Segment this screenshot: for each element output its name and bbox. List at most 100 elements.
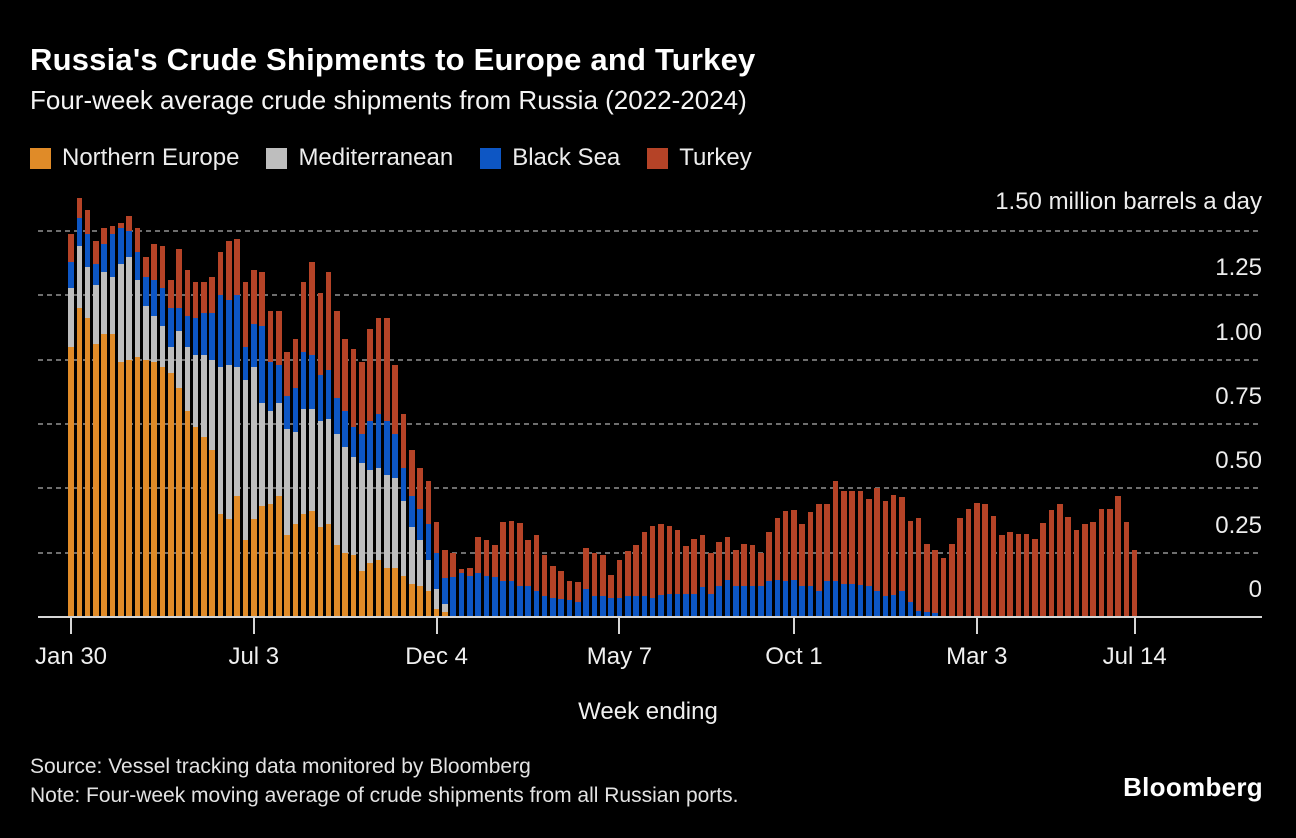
bar-segment-turkey	[350, 349, 357, 427]
bar-segment-turkey	[1131, 550, 1138, 617]
bar-segment-turkey	[450, 552, 457, 578]
bar-segment-turkey	[907, 521, 914, 603]
bar-segment-black-sea	[583, 588, 589, 617]
bar-segment-black-sea	[408, 496, 415, 527]
x-tick-label: Jul 3	[228, 643, 280, 670]
bar-segment-black-sea	[383, 421, 390, 476]
bar-segment-black-sea	[392, 434, 398, 479]
bar-segment-northern-europe	[101, 333, 108, 617]
bar-segment-turkey	[766, 532, 772, 581]
bar-segment-turkey	[882, 501, 889, 597]
bar-segment-turkey	[699, 534, 706, 588]
x-axis-title: Week ending	[578, 698, 718, 725]
bar-segment-northern-europe	[126, 359, 132, 617]
bar-segment-mediterranean	[309, 408, 315, 512]
bar-segment-northern-europe	[267, 503, 274, 617]
gridline	[38, 358, 1262, 361]
bar-segment-black-sea	[633, 596, 639, 617]
bar-segment-northern-europe	[151, 362, 157, 617]
bar-segment-mediterranean	[383, 475, 390, 569]
legend-item-turkey: Turkey	[647, 144, 752, 172]
bar-segment-mediterranean	[217, 367, 224, 515]
bar-segment-turkey	[583, 547, 589, 589]
bar-segment-northern-europe	[425, 591, 432, 617]
y-tick-label: 1.00	[1215, 319, 1262, 346]
bar-segment-turkey	[442, 550, 448, 579]
bar-segment-turkey	[209, 277, 216, 314]
bar-segment-mediterranean	[284, 429, 290, 535]
y-tick-label: 0	[1248, 576, 1262, 603]
bar-segment-black-sea	[184, 315, 191, 347]
bar-segment-mediterranean	[167, 346, 174, 373]
bar-segment-northern-europe	[118, 362, 124, 617]
bar-segment-northern-europe	[300, 514, 307, 617]
bar-segment-northern-europe	[284, 534, 290, 617]
bar-segment-northern-europe	[84, 318, 91, 617]
bar-segment-black-sea	[242, 346, 249, 381]
bar-segment-northern-europe	[442, 611, 448, 617]
bar-segment-black-sea	[217, 295, 224, 368]
bar-segment-mediterranean	[433, 588, 440, 610]
bar-segment-turkey	[799, 524, 806, 587]
bar-segment-mediterranean	[359, 462, 365, 571]
y-tick-label: 0.50	[1215, 447, 1262, 474]
legend-item-mediterranean: Mediterranean	[266, 144, 453, 172]
bar-segment-northern-europe	[109, 333, 116, 617]
bar-segment-black-sea	[832, 580, 839, 617]
bar-segment-black-sea	[101, 243, 108, 273]
bar-segment-northern-europe	[375, 560, 382, 617]
bar-segment-black-sea	[300, 351, 307, 409]
bar-segment-turkey	[973, 502, 980, 617]
bar-segment-turkey	[658, 524, 664, 595]
bar-segment-mediterranean	[142, 305, 149, 360]
bar-segment-turkey	[566, 580, 573, 601]
bar-segment-turkey	[608, 574, 614, 598]
bar-segment-northern-europe	[93, 344, 99, 617]
bar-segment-black-sea	[566, 600, 573, 617]
bar-segment-turkey	[126, 215, 132, 231]
northern-europe-swatch-icon	[30, 147, 51, 169]
bar-segment-turkey	[151, 243, 157, 280]
bar-segment-turkey	[1057, 503, 1063, 617]
bar-segment-black-sea	[575, 601, 581, 617]
bar-segment-turkey	[1023, 534, 1030, 617]
bar-segment-black-sea	[782, 580, 789, 617]
bar-segment-turkey	[949, 544, 955, 617]
bar-segment-turkey	[84, 210, 91, 234]
bloomberg-logo: Bloomberg	[1123, 772, 1263, 802]
bar-segment-mediterranean	[425, 560, 432, 592]
bar-segment-turkey	[649, 526, 656, 599]
bar-segment-turkey	[259, 272, 265, 327]
bar-segment-black-sea	[251, 323, 257, 368]
bar-segment-turkey	[575, 582, 581, 602]
bar-segment-turkey	[724, 537, 731, 580]
bar-segment-mediterranean	[126, 256, 132, 360]
bar-segment-turkey	[284, 351, 290, 396]
bar-segment-black-sea	[691, 593, 698, 617]
bar-segment-mediterranean	[251, 367, 257, 520]
bar-segment-northern-europe	[234, 496, 240, 617]
bar-segment-northern-europe	[342, 552, 349, 617]
bar-segment-black-sea	[309, 354, 315, 409]
bar-segment-black-sea	[932, 613, 939, 617]
bar-segment-northern-europe	[192, 426, 199, 617]
legend-item-northern-europe: Northern Europe	[30, 144, 239, 172]
bar-segment-mediterranean	[259, 403, 265, 507]
bar-segment-black-sea	[791, 579, 797, 617]
bar-segment-mediterranean	[192, 354, 199, 427]
bar-segment-black-sea	[907, 602, 914, 617]
bar-segment-turkey	[633, 544, 639, 597]
bar-segment-black-sea	[126, 231, 132, 257]
bar-segment-northern-europe	[76, 308, 83, 617]
bar-segment-turkey	[899, 497, 905, 592]
bar-segment-black-sea	[533, 591, 540, 617]
bar-segment-turkey	[741, 543, 747, 587]
bar-segment-mediterranean	[350, 457, 357, 556]
bar-segment-black-sea	[716, 586, 722, 617]
bar-segment-turkey	[533, 534, 540, 592]
x-tick-label: Jan 30	[34, 643, 108, 670]
bar-segment-mediterranean	[201, 354, 207, 437]
x-tick-label: Mar 3	[946, 643, 1008, 670]
bar-segment-turkey	[467, 568, 473, 576]
x-axis-tick-mark	[618, 618, 621, 634]
